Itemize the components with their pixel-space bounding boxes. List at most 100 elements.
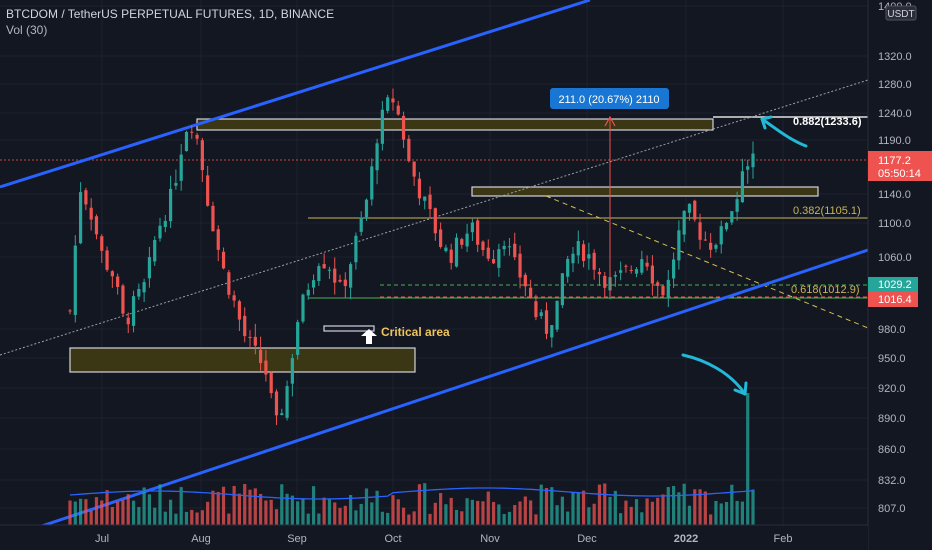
volume-bar (423, 483, 427, 525)
price-tick-label: 1280.0 (878, 79, 912, 91)
candle-body (163, 220, 167, 227)
candle-body (693, 200, 697, 220)
fib-label: 0.882(1233.6) (793, 116, 862, 128)
volume-bar (497, 504, 501, 525)
candle-body (237, 301, 242, 320)
candle-body (259, 349, 263, 364)
candle-body (375, 143, 379, 171)
candle-body (581, 244, 586, 261)
candle-body (740, 171, 745, 203)
candle-body (131, 296, 136, 326)
candle-body (206, 175, 210, 206)
critical-zone-box (323, 325, 375, 332)
candle-body (502, 245, 506, 250)
time-tick-label: Jul (95, 533, 109, 545)
candle-body (592, 252, 596, 270)
candle-body (364, 199, 369, 217)
volume-bar (264, 500, 268, 525)
candle-body (386, 97, 390, 111)
volume-bar (153, 507, 157, 525)
candle-body (232, 295, 236, 301)
candle-body (529, 287, 533, 298)
candle-body (269, 372, 273, 394)
candle-body (68, 310, 72, 312)
candle-body (327, 269, 332, 271)
candle-body (719, 226, 723, 245)
price-tick-label: 1060.0 (878, 252, 912, 264)
volume-bar (544, 488, 549, 525)
volume-bar (693, 489, 697, 525)
volume-bar (354, 510, 358, 525)
volume-bar (576, 492, 580, 525)
volume-bar (719, 503, 723, 525)
candle-body (401, 115, 406, 140)
volume-bar (613, 490, 617, 525)
volume-bar (105, 490, 109, 525)
green-price-tag (868, 277, 918, 292)
volume-bar (269, 499, 273, 525)
price-tick-label: 860.0 (878, 444, 906, 456)
candle-body (513, 243, 517, 258)
volume-bar (703, 491, 707, 525)
candle-body (370, 166, 374, 200)
price-tick-label: 807.0 (878, 503, 906, 515)
volume-bar (412, 511, 416, 525)
volume-bar (391, 495, 395, 525)
volume-bar (211, 490, 215, 525)
candle-body (544, 310, 549, 334)
measure-label-box (550, 88, 669, 109)
candle-body (116, 276, 120, 287)
volume-bar (248, 489, 252, 525)
fib-label: 0.618(1012.9) (791, 284, 860, 296)
current-price-tag (868, 151, 932, 181)
candle-body (274, 391, 279, 416)
volume-bar (370, 502, 374, 525)
candle-body (84, 190, 88, 205)
candle-body (634, 269, 639, 274)
chart-legend: BTCDOM / TetherUS PERPETUAL FUTURES, 1D,… (6, 6, 334, 38)
candle-body (735, 199, 739, 212)
candle-body (454, 237, 459, 267)
volume-bar (677, 492, 681, 525)
time-tick-label: Sep (287, 533, 307, 545)
cyan-arrow-top-icon (760, 117, 808, 148)
volume-bar (359, 503, 363, 525)
price-axis[interactable]: 1400.01320.01280.01240.01190.01140.01100… (867, 0, 932, 550)
candle-body (709, 242, 713, 250)
time-axis[interactable]: Jul Aug Sep Oct Nov Dec 2022 Feb (0, 524, 868, 550)
price-tick-label: 890.0 (878, 413, 906, 425)
volume-bar (168, 499, 173, 525)
time-tick-label: Oct (384, 533, 401, 545)
candle-body (687, 203, 692, 213)
volume-bar (555, 505, 559, 525)
volume-bar (296, 501, 300, 525)
candle-body (200, 140, 204, 171)
volume-bar (280, 484, 284, 525)
candle-body (481, 241, 485, 251)
candle-body (142, 282, 146, 293)
candle-body (433, 208, 437, 234)
volume-bar (481, 501, 485, 525)
volume-bar (338, 507, 342, 525)
candle-body (317, 266, 321, 281)
volume-bar (491, 501, 496, 525)
candle-body (285, 386, 289, 418)
volume-bar (243, 484, 247, 525)
price-axis-bg (868, 0, 932, 550)
critical-area-label: Critical area (381, 325, 450, 339)
candle-body (211, 205, 215, 232)
volume-bar (444, 504, 448, 525)
volume-bar (417, 484, 422, 525)
candle-body (751, 153, 755, 168)
candle-body (645, 262, 649, 267)
volume-bar (285, 493, 289, 525)
volume-bar (592, 503, 596, 525)
volume-bar (687, 505, 692, 525)
time-axis-bg (0, 525, 868, 550)
cyan-arrowhead-bottom-icon (733, 381, 748, 396)
candle-body (248, 336, 252, 338)
cyan-arrow-bottom-icon (681, 353, 747, 396)
currency-badge (885, 5, 917, 21)
candle-body (603, 275, 607, 288)
